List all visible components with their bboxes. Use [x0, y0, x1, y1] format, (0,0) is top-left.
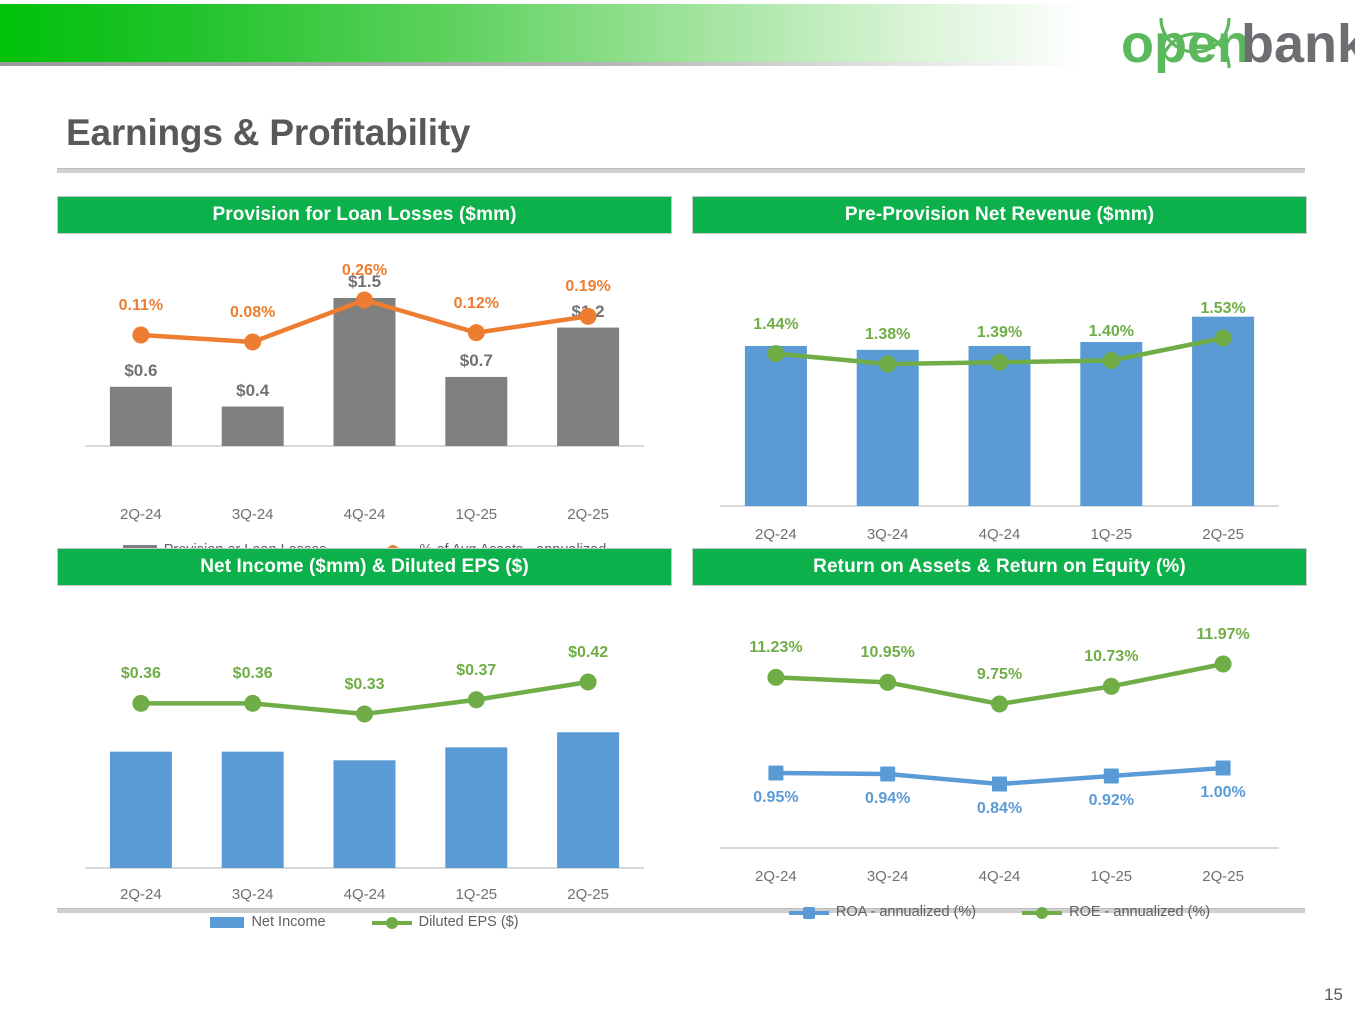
chart-panel-pre-provision-net-revenue: Pre-Provision Net Revenue ($mm) $8.2$8.0… [692, 196, 1307, 572]
chart-plot-ppnr: $8.2$8.0$8.2$8.4$9.71.44%1.38%1.39%1.40%… [692, 234, 1307, 572]
x-axis-label: 3Q-24 [866, 868, 909, 885]
legend-item[interactable]: Net Income [210, 914, 326, 930]
svg-text:open: open [1121, 14, 1250, 74]
x-axis-label: 2Q-24 [755, 526, 797, 543]
chart-plot-provision: $0.6$0.4$1.5$0.7$1.20.11%0.08%0.26%0.12%… [57, 234, 672, 558]
page-number: 15 [1324, 985, 1343, 1004]
x-axis-label: 4Q-24 [343, 506, 386, 523]
bottom-divider [57, 908, 1305, 913]
x-axis-label: 4Q-24 [978, 868, 1021, 885]
page-title: Earnings & Profitability [66, 112, 471, 153]
legend-label: ROE - annualized (%) [1069, 904, 1211, 920]
x-axis-label: 3Q-24 [231, 506, 274, 523]
chart-panel-provision-for-loan-losses: Provision for Loan Losses ($mm) $0.6 $0.4… [57, 196, 672, 558]
legend-item[interactable]: Diluted EPS ($) [371, 914, 519, 930]
chart-panel-net-income-diluted-eps: Net Income ($mm) & Diluted EPS ($) $5.4$… [57, 548, 672, 930]
title-divider [57, 168, 1305, 173]
legend-line-swatch-icon [788, 906, 829, 919]
header-rule [0, 62, 1085, 66]
x-axis-label: 2Q-25 [1202, 526, 1244, 543]
legend-item[interactable]: ROE - annualized (%) [1022, 904, 1210, 920]
chart-title-net-income: Net Income ($mm) & Diluted EPS ($) [57, 548, 672, 586]
chart-panel-roa-roe: Return on Assets & Return on Equity (%) … [692, 548, 1307, 920]
x-axis-label: 2Q-25 [567, 886, 609, 903]
x-axis-label: 2Q-24 [120, 886, 162, 903]
x-axis-label: 4Q-24 [343, 886, 386, 903]
legend-line-swatch-icon [1022, 906, 1063, 919]
x-axis-label: 3Q-24 [231, 886, 274, 903]
legend-label: Diluted EPS ($) [418, 914, 519, 930]
x-axis-label: 1Q-25 [1090, 526, 1133, 543]
legend-bar-swatch-icon [210, 916, 245, 928]
legend-label: ROA - annualized (%) [835, 904, 977, 920]
header-gradient-band [0, 4, 1085, 62]
chart-title-roa-roe: Return on Assets & Return on Equity (%) [692, 548, 1307, 586]
legend-item[interactable]: ROA - annualized (%) [788, 904, 977, 920]
chart-legend: Net Income Diluted EPS ($) [57, 914, 672, 930]
chart-title-ppnr: Pre-Provision Net Revenue ($mm) [692, 196, 1307, 234]
x-axis-label: 2Q-25 [567, 506, 609, 523]
chart-legend: ROA - annualized (%) ROE - annualized (%) [692, 904, 1307, 920]
legend-label: Net Income [251, 914, 326, 930]
openbank-logo: open bank [1093, 6, 1355, 80]
x-axis-label: 4Q-24 [978, 526, 1021, 543]
svg-text:bank: bank [1241, 14, 1355, 74]
chart-plot-net-income: $5.4$5.4$5.0$5.6$6.3$0.36$0.36$0.33$0.37… [57, 586, 672, 930]
x-axis-label: 2Q-25 [1202, 868, 1244, 885]
x-axis-label: 1Q-25 [455, 506, 498, 523]
legend-line-swatch-icon [371, 916, 412, 929]
chart-plot-roa-roe: 0.95% 0.94% 0.84% 0.92% 1.00% 11.23% 10.95% 9.7… [692, 586, 1307, 920]
x-axis-label: 2Q-24 [755, 868, 797, 885]
x-axis-label: 2Q-24 [120, 506, 162, 523]
x-axis-label: 1Q-25 [1090, 868, 1133, 885]
x-axis-label: 3Q-24 [866, 526, 909, 543]
x-axis-label: 1Q-25 [455, 886, 498, 903]
chart-title-provision: Provision for Loan Losses ($mm) [57, 196, 672, 234]
